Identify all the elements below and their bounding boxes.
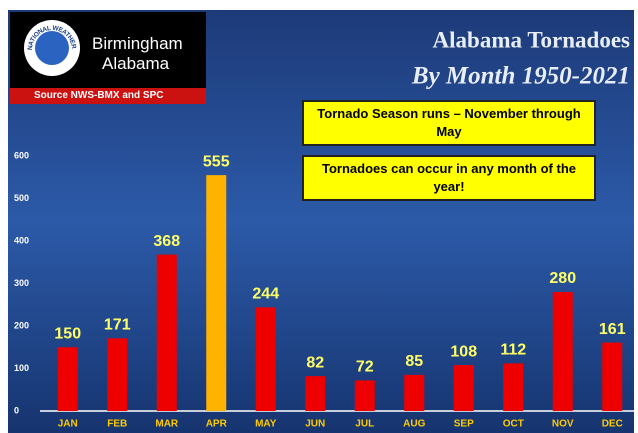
annotation: Tornadoes can occur in any month of the …: [302, 155, 596, 201]
x-tick-label: JUL: [355, 419, 374, 430]
x-tick-label: DEC: [602, 419, 623, 430]
data-label: 82: [306, 354, 324, 371]
x-tick-label: SEP: [454, 419, 474, 430]
x-tick-label: AUG: [403, 419, 425, 430]
data-label: 244: [252, 286, 279, 303]
chart-title: Alabama Tornadoes: [433, 27, 631, 52]
bar: [156, 254, 177, 411]
data-label: 85: [405, 353, 423, 370]
logo-line2: Alabama: [102, 54, 170, 73]
y-tick-label: 500: [14, 193, 29, 203]
logo-strip: [10, 88, 206, 104]
y-tick-label: 400: [14, 235, 29, 245]
data-label: 171: [104, 317, 131, 334]
data-label: 368: [153, 233, 180, 250]
bar: [206, 175, 227, 411]
bar: [57, 347, 78, 411]
data-label: 112: [500, 342, 526, 359]
bar: [453, 365, 474, 411]
bar: [354, 380, 375, 411]
x-tick-label: JAN: [58, 419, 78, 430]
x-tick-label: JUN: [305, 419, 325, 430]
x-tick-label: NOV: [552, 419, 574, 430]
bar: [404, 374, 425, 411]
emblem-core: [35, 31, 69, 65]
x-tick-label: MAR: [155, 419, 179, 430]
x-tick-label: APR: [206, 419, 228, 430]
logo-line1: Birmingham: [92, 34, 183, 53]
bar: [107, 338, 128, 411]
data-label: 72: [356, 359, 374, 376]
y-tick-label: 300: [14, 278, 29, 288]
logo-source: Source NWS-BMX and SPC: [34, 90, 164, 101]
bar: [602, 342, 623, 411]
annotation: Tornado Season runs – November through M…: [302, 100, 596, 146]
x-tick-label: OCT: [503, 419, 524, 430]
y-tick-label: 100: [14, 363, 29, 373]
data-label: 555: [203, 153, 230, 170]
bar: [305, 376, 326, 411]
data-label: 108: [450, 343, 477, 360]
data-label: 161: [599, 321, 626, 338]
x-tick-label: FEB: [107, 419, 127, 430]
y-tick-label: 600: [14, 150, 29, 160]
y-tick-label: 200: [14, 320, 29, 330]
data-label: 150: [54, 325, 81, 342]
bar: [255, 307, 276, 411]
bar: [552, 292, 573, 411]
bar: [503, 363, 524, 411]
data-label: 280: [549, 270, 576, 287]
x-tick-label: MAY: [255, 419, 277, 430]
chart-subtitle: By Month 1950-2021: [411, 63, 630, 90]
y-tick-label: 0: [14, 405, 19, 415]
